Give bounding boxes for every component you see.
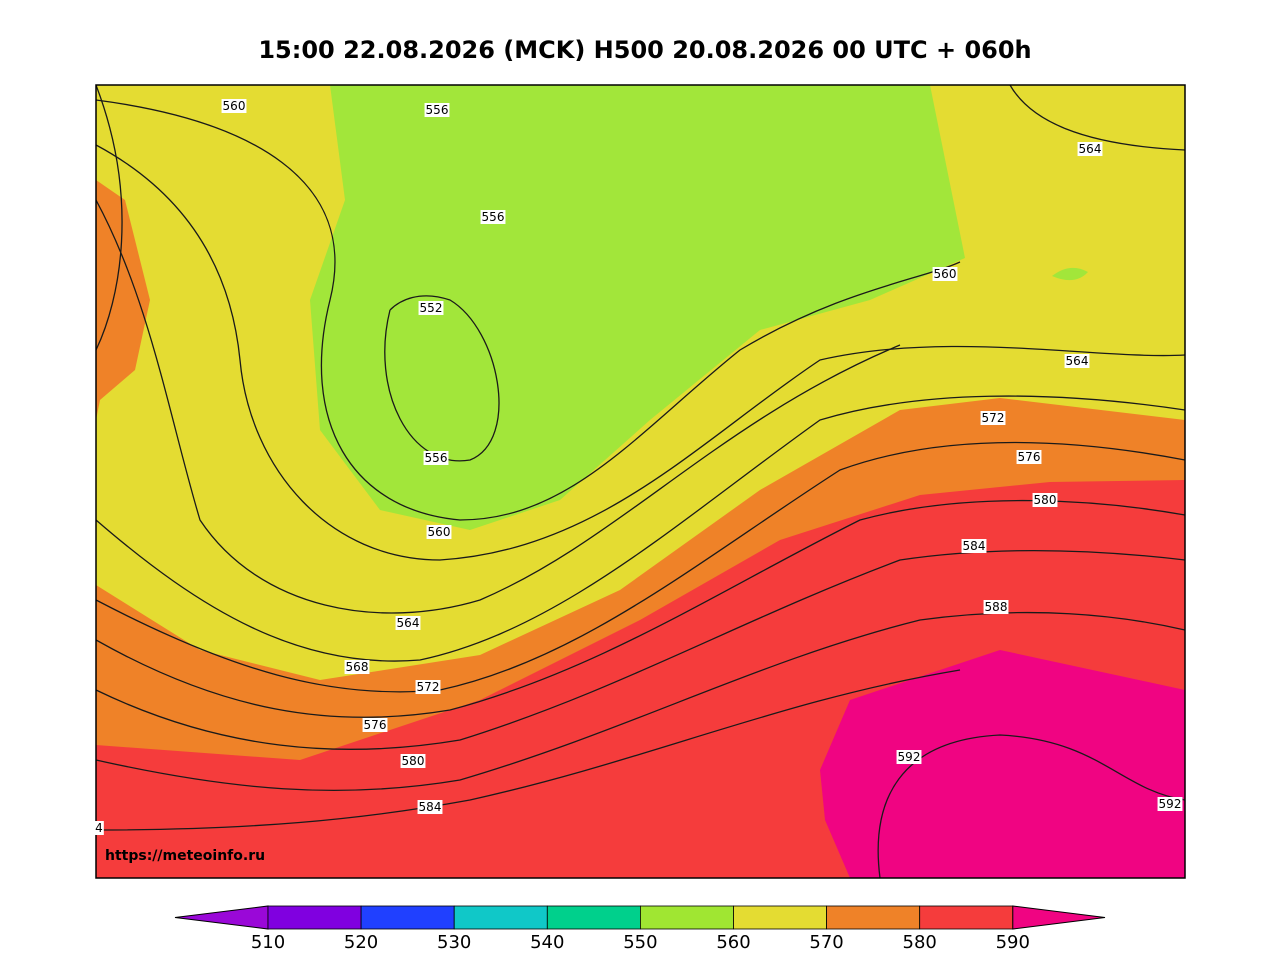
- contour-label-bg: [896, 750, 922, 764]
- contour-label-bg: [400, 754, 426, 768]
- contour-label-bg: [1032, 493, 1058, 507]
- colorbar-tick-label: 530: [437, 932, 471, 953]
- contour-label: 576: [364, 718, 387, 732]
- contour-label: 580: [402, 754, 425, 768]
- contour-label: 560: [223, 99, 246, 113]
- title: 15:00 22.08.2026 (MCK) H500 20.08.2026 0…: [258, 36, 1031, 64]
- contour-label-bg: [94, 821, 104, 835]
- contour-label: 564: [397, 616, 420, 630]
- contour-label-bg: [221, 99, 247, 113]
- contour-label: 556: [425, 451, 448, 465]
- contour-label: 572: [982, 411, 1005, 425]
- contour-label-bg: [415, 680, 441, 694]
- contour-label: 580: [1034, 493, 1057, 507]
- colorbar-box: [826, 905, 921, 930]
- colorbar-box: [640, 905, 734, 930]
- contour-label-bg: [980, 411, 1006, 425]
- contour-label-bg: [423, 451, 449, 465]
- colorbar-box: [267, 905, 362, 930]
- contour-label: 560: [934, 267, 957, 281]
- contour-label-bg: [1077, 142, 1103, 156]
- contour-label-bg: [344, 660, 370, 674]
- contour-label-bg: [362, 718, 388, 732]
- contour-label-bg: [395, 616, 421, 630]
- contour-label: 564: [1066, 354, 1089, 368]
- contour-label-bg: [1064, 354, 1090, 368]
- contour-label: 568: [346, 660, 369, 674]
- colorbar-tick-label: 540: [530, 932, 564, 953]
- colorbar-box: [453, 905, 548, 930]
- contour-label: 576: [1018, 450, 1041, 464]
- contour-label-bg: [417, 800, 443, 814]
- colorbar-tick-label: 570: [809, 932, 843, 953]
- contour-label: 552: [420, 301, 443, 315]
- colorbar-tick-label: 590: [996, 932, 1030, 953]
- contour-label-bg: [1157, 797, 1183, 811]
- colorbar-tick-label: 550: [623, 932, 657, 953]
- contour-label: 584: [419, 800, 442, 814]
- contour-label-bg: [480, 210, 506, 224]
- contour-label: 588: [985, 600, 1008, 614]
- map-area: [95, 84, 1186, 879]
- source-url: https://meteoinfo.ru: [105, 848, 265, 864]
- colorbar-tick-label: 510: [251, 932, 285, 953]
- colorbar-box: [546, 905, 641, 930]
- contour-label: 4: [95, 821, 103, 835]
- contour-label-bg: [1016, 450, 1042, 464]
- contour-label: 556: [426, 103, 449, 117]
- contour-label: 584: [963, 539, 986, 553]
- contour-label: 556: [482, 210, 505, 224]
- contour-label-bg: [961, 539, 987, 553]
- contour-labels: 560 556 564 556 552 560 564 556 560 572 576 580 584 5…: [94, 99, 1183, 835]
- contour-label-bg: [932, 267, 958, 281]
- contour-label-bg: [983, 600, 1009, 614]
- colorbar-arrow-low: [174, 905, 269, 930]
- colorbar-box: [360, 905, 455, 930]
- contour-label: 564: [1079, 142, 1102, 156]
- colorbar: 510 520 530 540 550 560 570 580 590: [174, 905, 1106, 953]
- contour-label: 560: [428, 525, 451, 539]
- contour-label-bg: [424, 103, 450, 117]
- colorbar-tick-label: 560: [716, 932, 750, 953]
- contour-label: 572: [417, 680, 440, 694]
- colorbar-arrow-high: [1012, 905, 1106, 930]
- contour-label: 592: [898, 750, 921, 764]
- colorbar-tick-label: 580: [903, 932, 937, 953]
- contour-label-bg: [426, 525, 452, 539]
- colorbar-box: [733, 905, 827, 930]
- contour-label: 592: [1159, 797, 1182, 811]
- colorbar-tick-label: 520: [344, 932, 378, 953]
- contour-label-bg: [418, 301, 444, 315]
- colorbar-box: [919, 905, 1014, 930]
